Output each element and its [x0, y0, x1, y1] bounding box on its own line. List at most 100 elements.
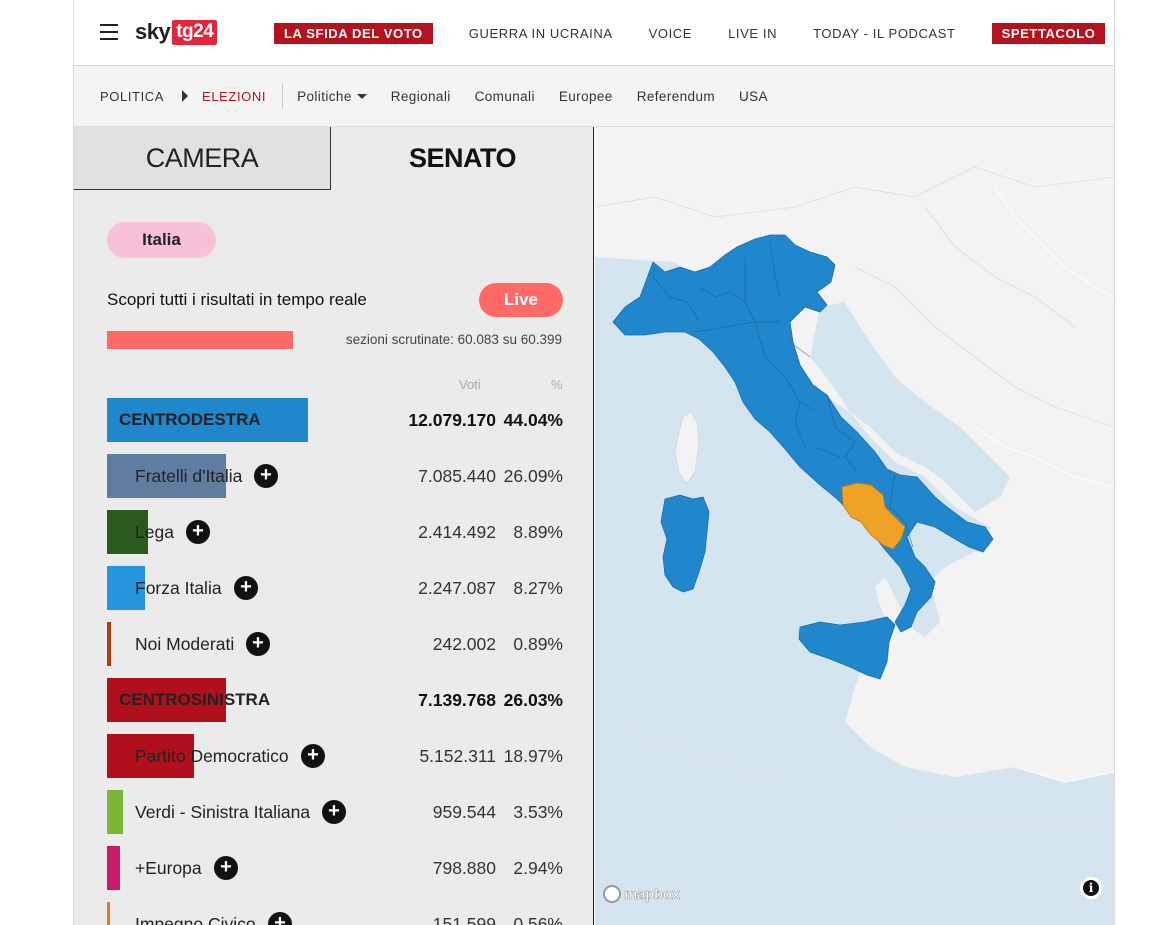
result-votes: 5.152.311 — [419, 746, 496, 766]
party-row: Impegno Civico +151.599 0.56% — [107, 902, 563, 925]
party-row: Fratelli d'Italia +7.085.440 26.09% — [107, 454, 563, 498]
expand-plus-icon[interactable]: + — [301, 744, 325, 768]
land-borders — [595, 166, 1114, 828]
expand-plus-icon[interactable]: + — [214, 856, 238, 880]
mapbox-logo-icon — [603, 885, 621, 903]
subnav-item-label: USA — [739, 88, 768, 104]
logo-tg24-text: tg24 — [172, 19, 218, 45]
section-nav: POLITICA ELEZIONI Politiche Regionali Comu… — [74, 66, 1114, 127]
subnav-item-label: Regionali — [390, 88, 451, 104]
breadcrumb-arrow-icon — [182, 90, 189, 102]
info-icon: i — [1083, 880, 1099, 896]
result-votes: 7.139.768 — [418, 690, 496, 710]
result-bar — [107, 566, 145, 610]
main-nav: LA SFIDA DEL VOTO GUERRA IN UCRAINA VOICE L… — [274, 0, 1141, 66]
result-votes: 242.002 — [432, 634, 496, 654]
result-votes: 151.599 — [432, 914, 496, 925]
party-row: +Europa +798.880 2.94% — [107, 846, 563, 890]
result-name: Partito Democratico — [135, 746, 289, 766]
map-svg — [595, 166, 1114, 925]
expand-plus-icon[interactable]: + — [268, 912, 292, 925]
coalition-row: CENTROSINISTRA 7.139.768 26.03% — [107, 678, 563, 722]
mapbox-label: mapbox — [624, 885, 681, 903]
result-percent: 8.89% — [513, 522, 563, 542]
menu-icon[interactable] — [100, 24, 118, 40]
subnav-item-label: Comunali — [474, 88, 535, 104]
coalition-row: CENTRODESTRA 12.079.170 44.04% — [107, 398, 563, 442]
italy-results-map[interactable]: mapbox i — [595, 127, 1114, 925]
live-button[interactable]: Live — [479, 283, 563, 317]
mapbox-attribution[interactable]: mapbox — [603, 885, 680, 903]
result-percent: 3.53% — [513, 802, 563, 822]
scope-pill[interactable]: Italia — [107, 222, 216, 258]
logo-sky-text: sky — [135, 19, 171, 44]
subnav-item-comunali[interactable]: Comunali — [475, 89, 535, 104]
subnav-item-regionali[interactable]: Regionali — [391, 89, 451, 104]
party-row: Lega +2.414.492 8.89% — [107, 510, 563, 554]
map-info-button[interactable]: i — [1080, 877, 1102, 899]
site-header: sky tg24 LA SFIDA DEL VOTO GUERRA IN UCRA… — [74, 0, 1114, 66]
result-percent: 44.04% — [503, 410, 563, 430]
breadcrumb-elezioni[interactable]: ELEZIONI — [202, 88, 267, 104]
result-bar — [107, 790, 123, 834]
campania-region — [841, 482, 906, 550]
subnav-item-politiche[interactable]: Politiche — [297, 89, 367, 104]
result-name: CENTRODESTRA — [119, 410, 261, 429]
result-name: Verdi - Sinistra Italiana — [135, 802, 311, 822]
result-percent: 8.27% — [513, 578, 563, 598]
result-votes: 2.247.087 — [418, 578, 496, 598]
nav-item-live-in[interactable]: LIVE IN — [728, 25, 778, 41]
expand-plus-icon[interactable]: + — [234, 576, 258, 600]
corsica — [674, 411, 700, 484]
nav-item-spettacolo[interactable]: SPETTACOLO — [991, 22, 1106, 44]
result-bar — [107, 846, 120, 890]
result-votes: 12.079.170 — [408, 410, 496, 430]
result-percent: 0.89% — [513, 634, 563, 654]
adriatic-sea — [810, 302, 1010, 512]
nav-item-today-il-podcast[interactable]: TODAY - IL PODCAST — [813, 25, 956, 41]
expand-plus-icon[interactable]: + — [246, 632, 270, 656]
result-name: +Europa — [135, 858, 202, 878]
result-name: Fratelli d'Italia — [135, 466, 243, 486]
result-percent: 0.56% — [513, 914, 563, 925]
subnav-item-label: Referendum — [636, 88, 715, 104]
expand-plus-icon[interactable]: + — [186, 520, 210, 544]
result-bar — [107, 510, 148, 554]
tab-senato[interactable]: SENATO — [331, 127, 593, 190]
result-name: Lega — [135, 522, 174, 542]
nav-item-la-sfida-del-voto[interactable]: LA SFIDA DEL VOTO — [274, 22, 433, 44]
sicily — [798, 616, 896, 680]
result-percent: 26.03% — [503, 690, 563, 710]
result-percent: 18.97% — [503, 746, 563, 766]
subnav-item-europee[interactable]: Europee — [559, 89, 613, 104]
discover-text: Scopri tutti i risultati in tempo reale — [107, 290, 367, 309]
tyrrhenian-sea — [595, 317, 875, 667]
page-frame: sky tg24 LA SFIDA DEL VOTO GUERRA IN UCRA… — [73, 0, 1115, 925]
breadcrumb-politica[interactable]: POLITICA — [100, 88, 165, 104]
subnav-item-referendum[interactable]: Referendum — [637, 89, 715, 104]
result-name: Noi Moderati — [135, 634, 235, 654]
result-name: Impegno Civico — [135, 914, 256, 925]
result-bar — [107, 902, 110, 925]
subnav-item-label: Politiche — [297, 88, 352, 104]
nav-divider — [282, 83, 284, 109]
result-votes: 7.085.440 — [418, 466, 496, 486]
skytg24-logo[interactable]: sky tg24 — [135, 18, 218, 46]
nav-item-voice[interactable]: VOICE — [648, 25, 693, 41]
expand-plus-icon[interactable]: + — [254, 464, 278, 488]
subnav-items: Politiche Regionali Comunali Europee Referen… — [297, 89, 792, 104]
result-bar — [107, 454, 226, 498]
subnav-item-label: Europee — [558, 88, 613, 104]
nav-item-guerra-in-ucraina[interactable]: GUERRA IN UCRAINA — [468, 25, 613, 41]
tab-camera[interactable]: CAMERA — [74, 127, 331, 190]
result-votes: 959.544 — [432, 802, 496, 822]
scrutinio-text: sezioni scrutinate: 60.083 su 60.399 — [345, 332, 562, 347]
region-borders — [652, 241, 914, 548]
party-row: Forza Italia +2.247.087 8.27% — [107, 566, 563, 610]
column-pct-header: % — [551, 377, 563, 392]
results-panel: CAMERA SENATO Italia Scopri tutti i risu… — [74, 127, 594, 925]
result-votes: 798.880 — [432, 858, 496, 878]
expand-plus-icon[interactable]: + — [322, 800, 346, 824]
subnav-item-usa[interactable]: USA — [739, 89, 768, 104]
result-name: CENTROSINISTRA — [119, 690, 271, 709]
